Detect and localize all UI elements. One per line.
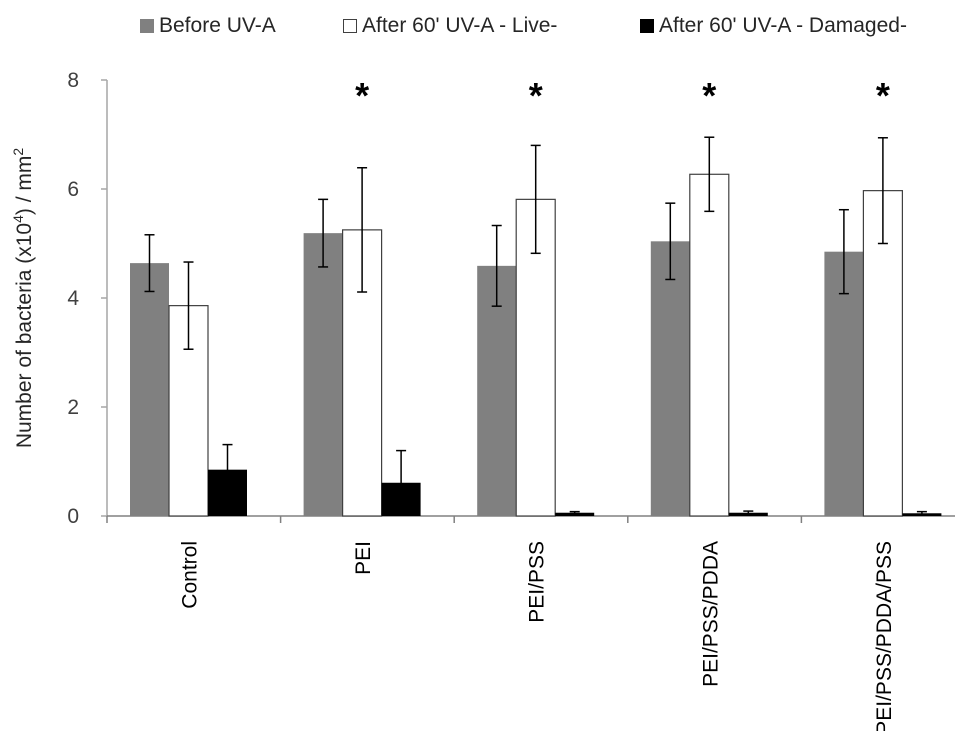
legend-item-after-live: After 60' UV-A - Live- <box>343 14 557 38</box>
significance-marker: * <box>702 75 716 116</box>
y-tick-label: 0 <box>67 505 79 528</box>
bar <box>303 233 343 516</box>
legend-label-after-live: After 60' UV-A - Live- <box>362 14 558 37</box>
legend-label-after-damaged: After 60' UV-A - Damaged- <box>659 14 907 37</box>
legend-swatch-after-live <box>343 19 357 33</box>
category-label: PEI/PSS <box>526 541 549 623</box>
category-label: PEI/PSS/PDDA <box>699 541 722 687</box>
bar <box>824 251 864 517</box>
legend-swatch-after-damaged <box>640 19 654 33</box>
significance-marker: * <box>876 75 890 116</box>
y-tick-label: 6 <box>67 178 79 201</box>
y-tick-label: 4 <box>67 287 79 310</box>
significance-marker: * <box>529 75 543 116</box>
y-tick-label: 2 <box>67 396 79 419</box>
category-label: PEI/PSS/PDDA/PSS <box>873 541 896 731</box>
legend-label-before-uva: Before UV-A <box>159 14 276 37</box>
y-tick-label: 8 <box>67 69 79 92</box>
legend-item-after-damaged: After 60' UV-A - Damaged- <box>640 14 907 38</box>
significance-marker: * <box>355 75 369 116</box>
legend-item-before-uva: Before UV-A <box>140 14 276 38</box>
y-axis-label: Number of bacteria (x104) / mm2 <box>10 148 36 449</box>
chart-legend: Before UV-A After 60' UV-A - Live- After… <box>0 14 956 46</box>
bar <box>650 241 690 516</box>
bar <box>689 173 730 517</box>
plot-area: 0 2 4 6 8 Control * PEI * PEI/PSS * PEI/PSS/PDDA * PE… <box>67 69 955 731</box>
bar <box>130 263 169 516</box>
legend-swatch-before-uva <box>140 19 154 33</box>
category-label: PEI <box>352 541 375 575</box>
bar <box>477 265 517 516</box>
category-label: Control <box>179 541 202 609</box>
